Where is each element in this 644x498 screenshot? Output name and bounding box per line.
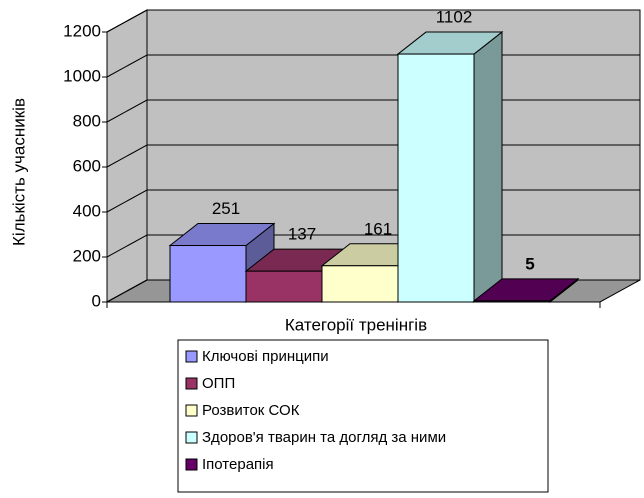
- y-tick-label: 800: [73, 111, 101, 130]
- data-label: 5: [525, 254, 534, 273]
- y-axis-title: Кількість учасників: [9, 98, 28, 246]
- y-tick-label: 200: [73, 246, 101, 265]
- data-label: 1102: [436, 8, 473, 27]
- bar: [169, 245, 247, 303]
- x-axis-title: Категорії тренінгів: [285, 315, 427, 334]
- legend-swatch: [185, 377, 198, 390]
- y-tick-label: 1200: [63, 21, 101, 40]
- bar-side: [473, 31, 503, 304]
- bar: [473, 300, 551, 303]
- legend-box: [177, 339, 549, 493]
- bar: [245, 270, 323, 303]
- y-tick-label: 1000: [63, 66, 101, 85]
- y-tick-label: 0: [92, 291, 101, 310]
- y-tick-label: 600: [73, 156, 101, 175]
- grid-line: [106, 9, 640, 33]
- legend-label: Розвиток СОК: [202, 402, 300, 419]
- legend-swatch: [185, 404, 198, 417]
- legend-swatch: [185, 458, 198, 471]
- legend: Ключові принципи ОПП Розвиток СОК Здоров'я …: [177, 339, 549, 493]
- data-label: 251: [212, 199, 240, 218]
- legend-label: ОПП: [202, 375, 235, 392]
- legend-label: Ключові принципи: [202, 348, 329, 365]
- y-tick-label: 400: [73, 201, 101, 220]
- data-label: 161: [364, 219, 392, 238]
- legend-swatch: [185, 350, 198, 363]
- legend-label: Здоров'я тварин та догляд за ними: [202, 429, 446, 446]
- data-label: 137: [288, 225, 316, 244]
- legend-label: Іпотерапія: [202, 456, 274, 473]
- bar: [321, 265, 399, 303]
- bar: [397, 53, 475, 303]
- legend-swatch: [185, 431, 198, 444]
